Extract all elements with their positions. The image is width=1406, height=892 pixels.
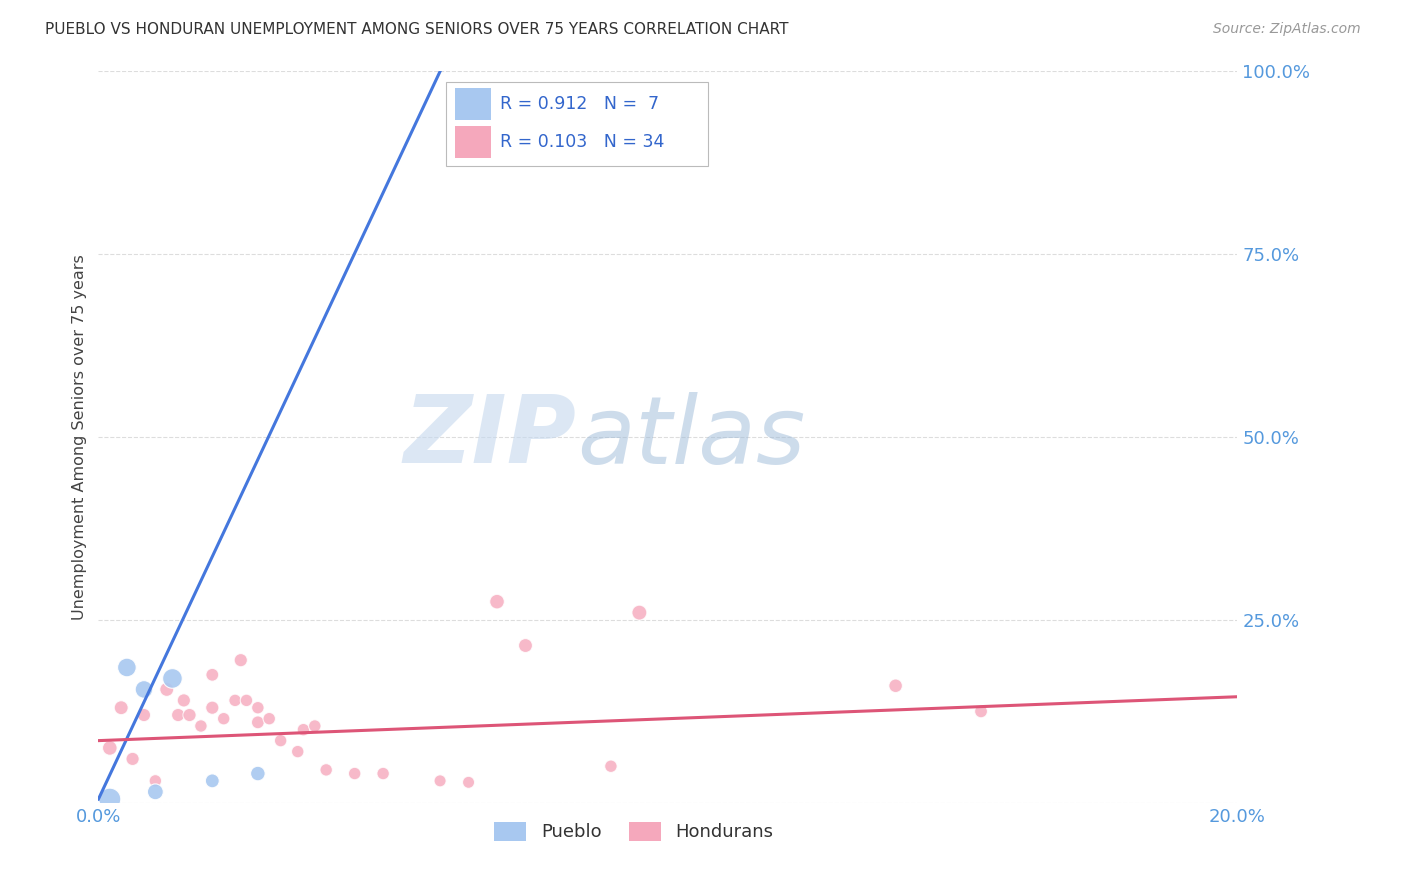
Point xyxy=(292,723,315,737)
Point xyxy=(132,682,155,697)
Point xyxy=(259,712,281,726)
Point xyxy=(121,752,143,766)
Point xyxy=(201,773,224,788)
Point xyxy=(246,715,269,730)
Point xyxy=(457,775,479,789)
Point xyxy=(287,745,309,759)
Point xyxy=(884,679,907,693)
Text: R = 0.103   N = 34: R = 0.103 N = 34 xyxy=(501,133,665,152)
FancyBboxPatch shape xyxy=(456,88,491,120)
Point xyxy=(115,660,138,674)
Point xyxy=(600,759,623,773)
Point xyxy=(98,740,121,755)
FancyBboxPatch shape xyxy=(456,126,491,159)
Text: PUEBLO VS HONDURAN UNEMPLOYMENT AMONG SENIORS OVER 75 YEARS CORRELATION CHART: PUEBLO VS HONDURAN UNEMPLOYMENT AMONG SE… xyxy=(45,22,789,37)
Point xyxy=(132,708,155,723)
Text: R = 0.912   N =  7: R = 0.912 N = 7 xyxy=(501,95,659,113)
Point xyxy=(373,766,395,780)
Point xyxy=(315,763,337,777)
Point xyxy=(970,705,993,719)
Point xyxy=(173,693,195,707)
Point xyxy=(515,639,537,653)
Point xyxy=(246,766,269,780)
Point xyxy=(246,700,269,714)
Point xyxy=(201,700,224,714)
Text: atlas: atlas xyxy=(576,392,806,483)
Point xyxy=(190,719,212,733)
Point xyxy=(162,672,184,686)
Point xyxy=(343,766,366,780)
FancyBboxPatch shape xyxy=(446,82,707,167)
Y-axis label: Unemployment Among Seniors over 75 years: Unemployment Among Seniors over 75 years xyxy=(72,254,87,620)
Point xyxy=(201,667,224,681)
Point xyxy=(224,693,246,707)
Point xyxy=(486,594,509,608)
Point xyxy=(156,682,179,697)
Point xyxy=(429,773,451,788)
Point xyxy=(229,653,252,667)
Point xyxy=(98,792,121,806)
Point xyxy=(179,708,201,723)
Point xyxy=(167,708,190,723)
Point xyxy=(145,785,167,799)
Point xyxy=(110,700,132,714)
Text: Source: ZipAtlas.com: Source: ZipAtlas.com xyxy=(1213,22,1361,37)
Point xyxy=(304,719,326,733)
Point xyxy=(270,733,292,747)
Point xyxy=(212,712,235,726)
Legend: Pueblo, Hondurans: Pueblo, Hondurans xyxy=(486,814,780,848)
Point xyxy=(628,606,651,620)
Text: ZIP: ZIP xyxy=(404,391,576,483)
Point xyxy=(235,693,257,707)
Point xyxy=(145,773,167,788)
